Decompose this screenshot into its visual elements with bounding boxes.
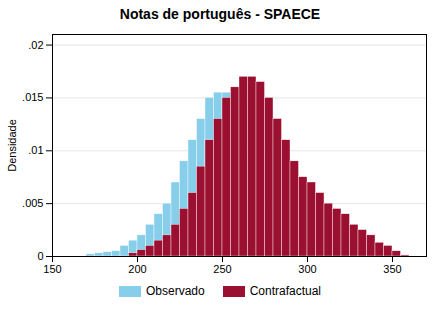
html-text:Observado: Observado	[146, 284, 205, 298]
svg-text:200: 200	[128, 263, 146, 275]
svg-text:.005: .005	[22, 197, 43, 209]
svg-text:.02: .02	[28, 39, 43, 51]
svg-text:250: 250	[213, 263, 231, 275]
svg-text:Densidade: Densidade	[6, 119, 18, 172]
svg-text:.01: .01	[28, 144, 43, 156]
svg-text:350: 350	[383, 263, 401, 275]
svg-text:0: 0	[37, 250, 43, 262]
html-text:Notas de português - SPAECE: Notas de português - SPAECE	[119, 6, 321, 22]
svg-text:150: 150	[43, 263, 61, 275]
svg-text:300: 300	[298, 263, 316, 275]
html-text:Contrafactual: Contrafactual	[249, 284, 321, 298]
svg-text:.015: .015	[22, 91, 43, 103]
